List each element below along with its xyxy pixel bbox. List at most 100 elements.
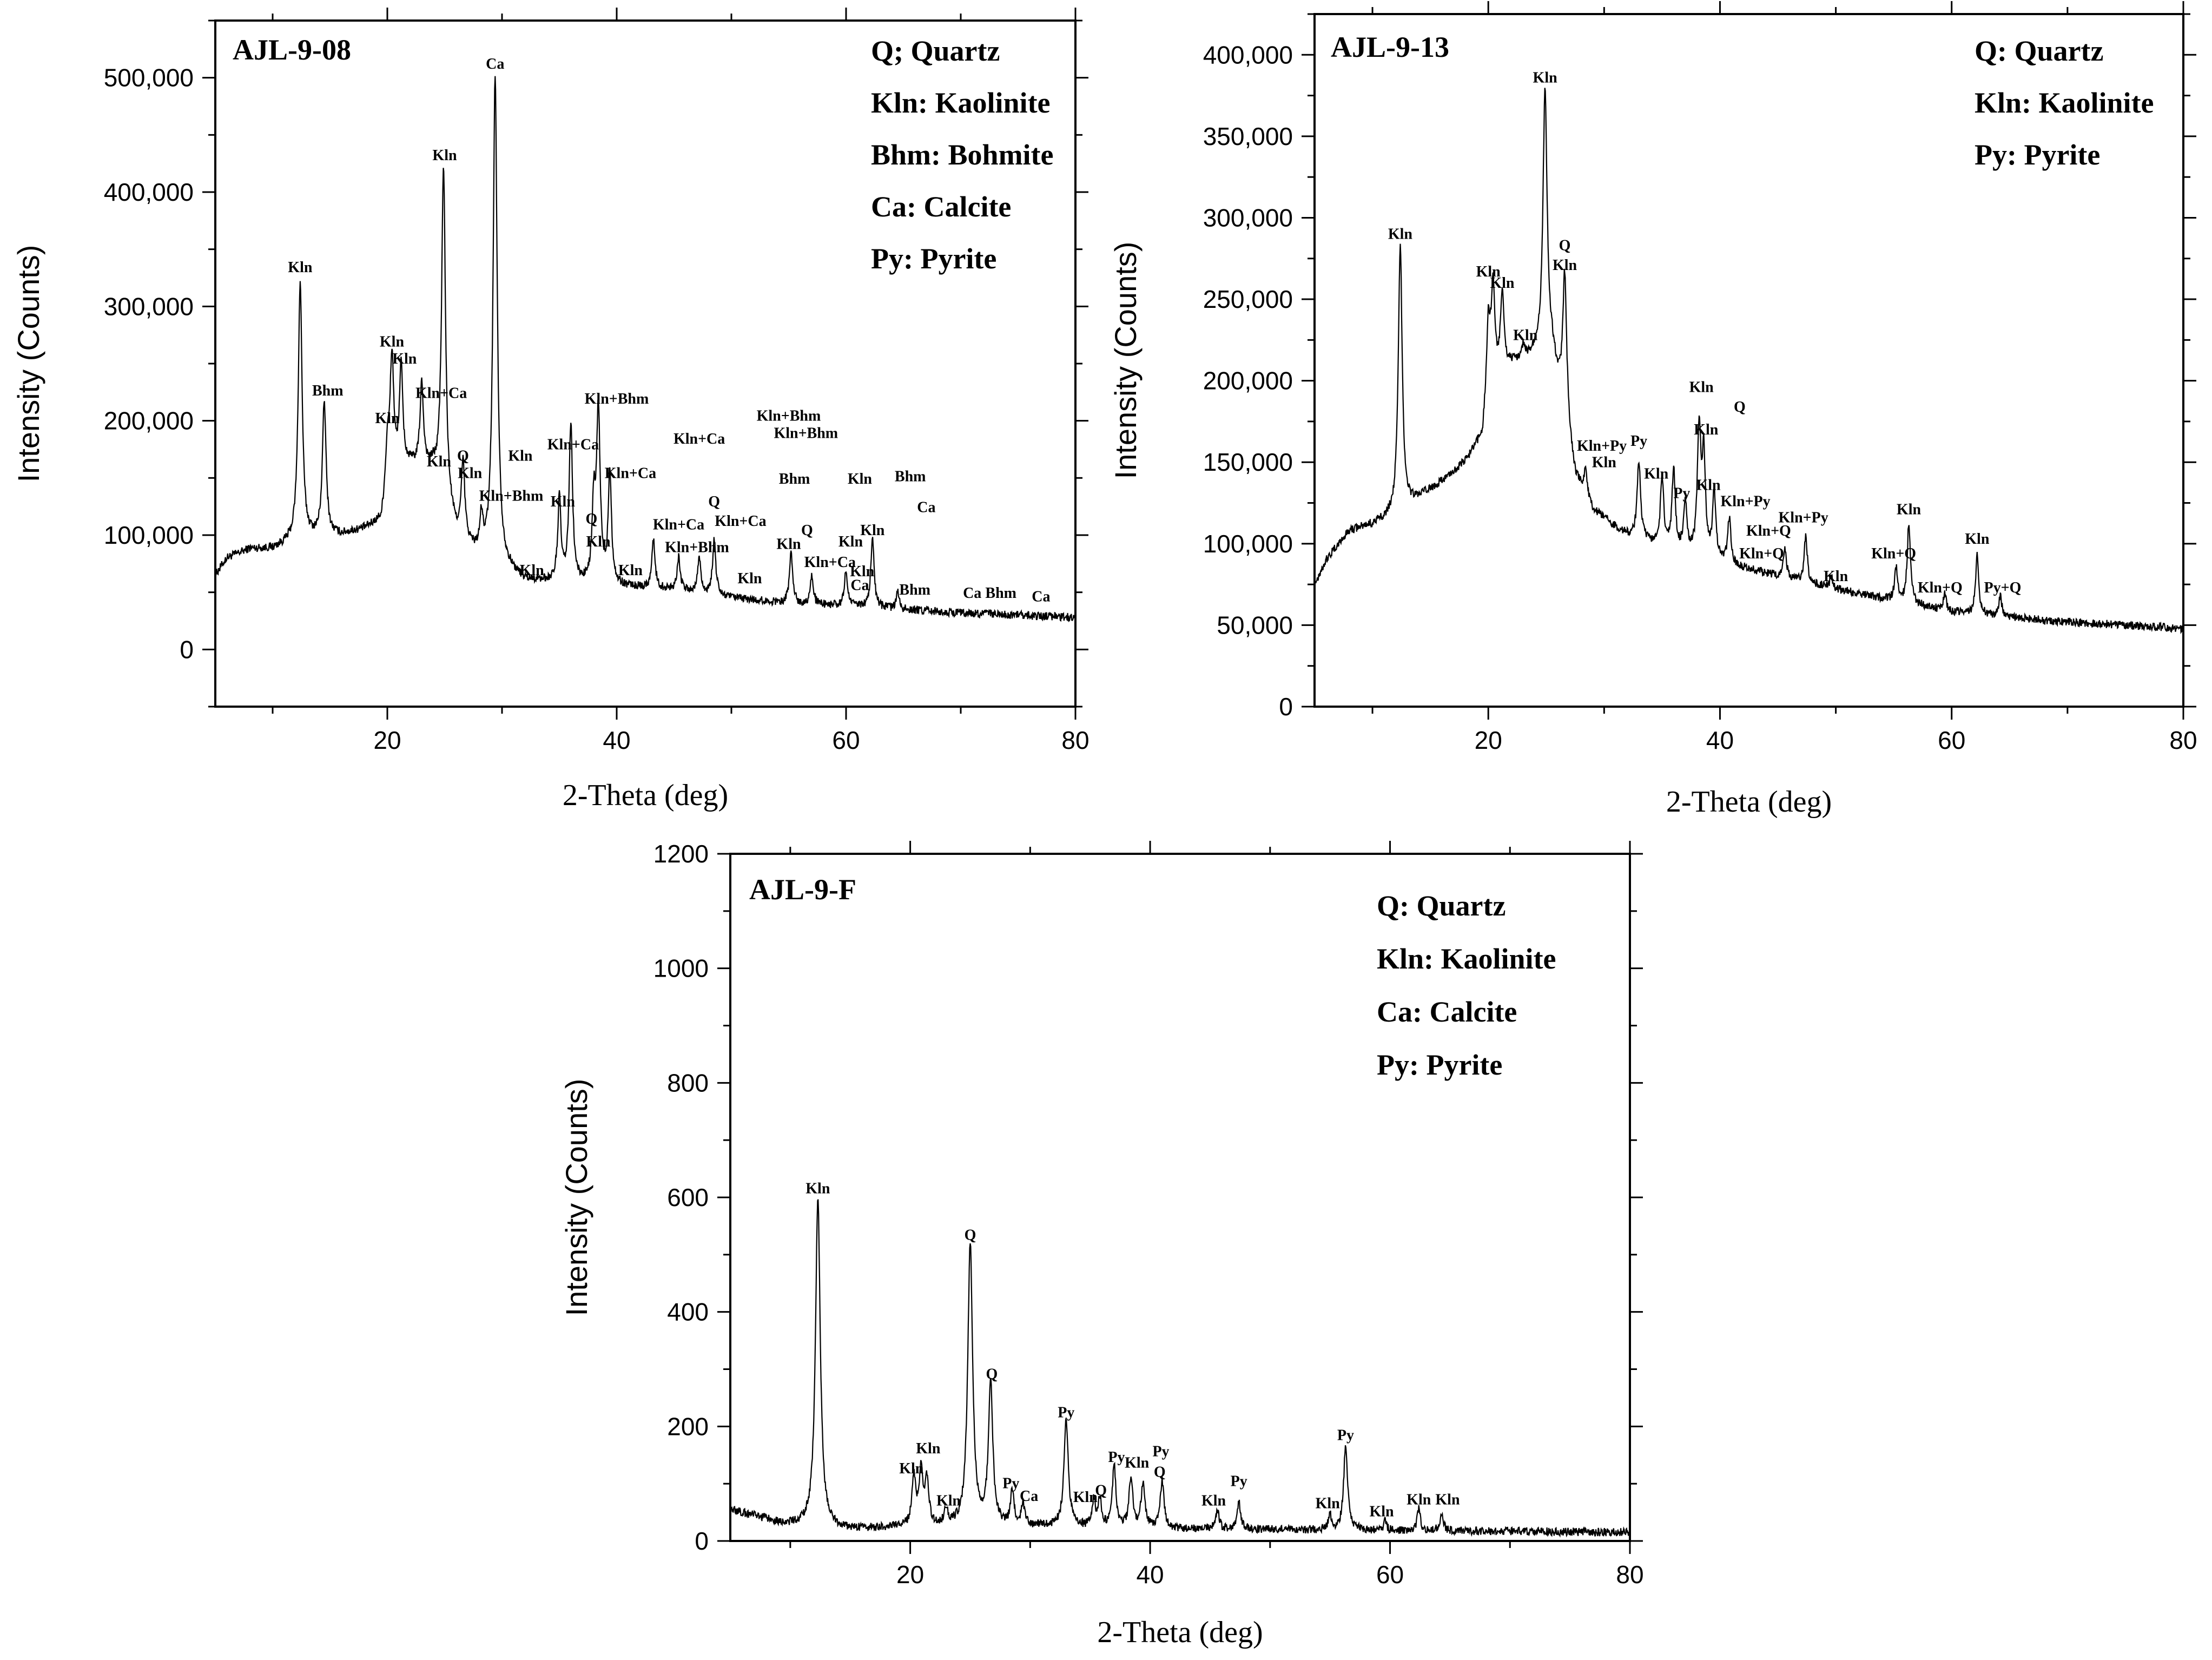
peak-label: Kln: [618, 562, 643, 579]
peak-label: Kln+Py: [1779, 510, 1828, 526]
x-tick-label: 80: [1616, 1560, 1643, 1589]
y-tick-label: 0: [180, 635, 194, 663]
y-tick-label: 200,000: [104, 407, 194, 435]
peak-label: Kln+Ca: [415, 385, 467, 401]
peak-label: Kln: [551, 493, 576, 510]
peak-label: Kln: [1824, 568, 1848, 585]
peak-label: Q: [1559, 238, 1571, 254]
legend-entry: Kln: Kaolinite: [1377, 943, 1556, 975]
peak-label: Kln: [432, 147, 457, 164]
x-tick-label: 80: [1061, 726, 1089, 754]
peak-label: Kln: [848, 471, 873, 488]
y-tick-label: 1000: [653, 954, 709, 983]
peak-label: Kln+Q: [1871, 545, 1916, 562]
peak-label: Ca: [486, 56, 504, 73]
peak-label: Kln: [1689, 379, 1714, 396]
x-tick-label: 20: [373, 726, 401, 754]
peak-label: Kln: [1965, 531, 1990, 548]
y-tick-label: 500,000: [104, 64, 194, 92]
peak-label: Kln: [1435, 1491, 1460, 1508]
y-tick-label: 600: [667, 1183, 709, 1211]
y-tick-label: 0: [1279, 693, 1293, 721]
xrd-trace: [214, 76, 1075, 623]
peak-label: Ca: [850, 577, 869, 594]
y-tick-label: 0: [695, 1527, 709, 1555]
y-tick-label: 200,000: [1203, 367, 1293, 395]
peak-label: Kln+Py: [1577, 438, 1627, 454]
peak-label: Bhm: [312, 383, 344, 399]
peak-label: Kln: [1369, 1503, 1394, 1520]
peak-label: Kln+Q: [1918, 579, 1963, 596]
peak-label: Kln: [520, 562, 545, 579]
y-axis-title: Intensity (Counts): [1108, 242, 1143, 479]
legend-entry: Kln: Kaolinite: [871, 87, 1051, 119]
peak-label: Kln: [1316, 1496, 1341, 1512]
peak-label: Kln+Ca: [673, 431, 725, 447]
peak-label: Kln+Bhm: [585, 391, 649, 407]
peak-label: Kln+Bhm: [665, 539, 729, 556]
peak-label: Q: [986, 1366, 998, 1382]
y-tick-label: 250,000: [1203, 285, 1293, 313]
y-tick-label: 300,000: [104, 292, 194, 320]
x-tick-label: 40: [603, 726, 630, 754]
peak-label: Kln+Bhm: [774, 425, 838, 442]
peak-label: Q: [965, 1227, 976, 1243]
peak-label: Kln+Q: [1746, 523, 1791, 539]
sample-title: AJL-9-13: [1331, 31, 1449, 63]
peak-label: Ca: [963, 585, 981, 602]
peak-label: Q: [1154, 1464, 1166, 1480]
peak-label: Kln+Ca: [804, 554, 856, 571]
peak-label: Kln: [899, 1460, 924, 1477]
peak-label: Q: [585, 511, 597, 528]
y-tick-label: 150,000: [1203, 448, 1293, 476]
y-tick-label: 1200: [653, 840, 709, 868]
peak-label: Kln: [916, 1440, 941, 1457]
legend-entry: Py: Pyrite: [1377, 1049, 1502, 1081]
legend-entry: Q: Quartz: [1975, 35, 2103, 67]
x-tick-label: 80: [2169, 726, 2197, 754]
peak-label: Ca: [1032, 589, 1050, 605]
peak-label: Kln: [850, 563, 875, 580]
y-tick-label: 800: [667, 1069, 709, 1097]
xrd-trace: [1313, 88, 2184, 634]
peak-label: Kln: [838, 533, 863, 550]
peak-label: Kln+Ca: [715, 513, 766, 530]
peak-label: Kln: [1533, 69, 1558, 86]
peak-label: Kln: [936, 1492, 961, 1509]
legend-entry: Py: Pyrite: [1975, 139, 2100, 171]
y-tick-label: 100,000: [1203, 530, 1293, 558]
y-axis-title: Intensity (Counts): [11, 245, 45, 483]
y-axis-title: Intensity (Counts): [559, 1079, 593, 1316]
x-tick-label: 60: [832, 726, 860, 754]
legend-entry: Py: Pyrite: [871, 242, 996, 275]
legend-entry: Ca: Calcite: [1377, 996, 1517, 1028]
peak-label: Q: [1734, 399, 1746, 416]
chart-panel-1: 20 40 60 80 0 100,000 200,000 300,000 400,000 500…: [11, 8, 1090, 812]
legend-entry: Q; Quartz: [871, 35, 1000, 67]
y-tick-label: 350,000: [1203, 122, 1293, 150]
peak-label: Kln: [737, 570, 762, 587]
y-tick-label: 300,000: [1203, 203, 1293, 232]
y-tick-label: 100,000: [104, 521, 194, 549]
legend-entry: Q: Quartz: [1377, 890, 1506, 922]
peak-label: Kln: [1201, 1492, 1226, 1509]
peak-label: Kln: [392, 351, 417, 367]
peak-label: Kln: [427, 453, 452, 470]
peak-label: Kln: [1694, 421, 1719, 438]
peak-label: Kln: [1125, 1455, 1150, 1472]
peak-label: Kln+Q: [1739, 545, 1784, 562]
peak-label: Py: [1058, 1404, 1074, 1421]
peak-label: Kln+Ca: [547, 437, 599, 453]
plot-frame: [214, 19, 1077, 708]
peak-label: Py+Q: [1984, 579, 2022, 596]
peak-label: Kln+Ca: [653, 516, 704, 533]
xrd-trace: [729, 1199, 1630, 1538]
y-tick-label: 200: [667, 1412, 709, 1440]
peak-label: Kln: [1513, 327, 1538, 344]
x-axis-title: 2-Theta (deg): [1097, 1616, 1263, 1649]
peak-label: Bhm: [895, 469, 926, 485]
chart-panel-2: 20 40 60 80 0 50,000 100,000 150,000 200,000 250,…: [1108, 1, 2197, 819]
x-tick-label: 60: [1938, 726, 1965, 754]
